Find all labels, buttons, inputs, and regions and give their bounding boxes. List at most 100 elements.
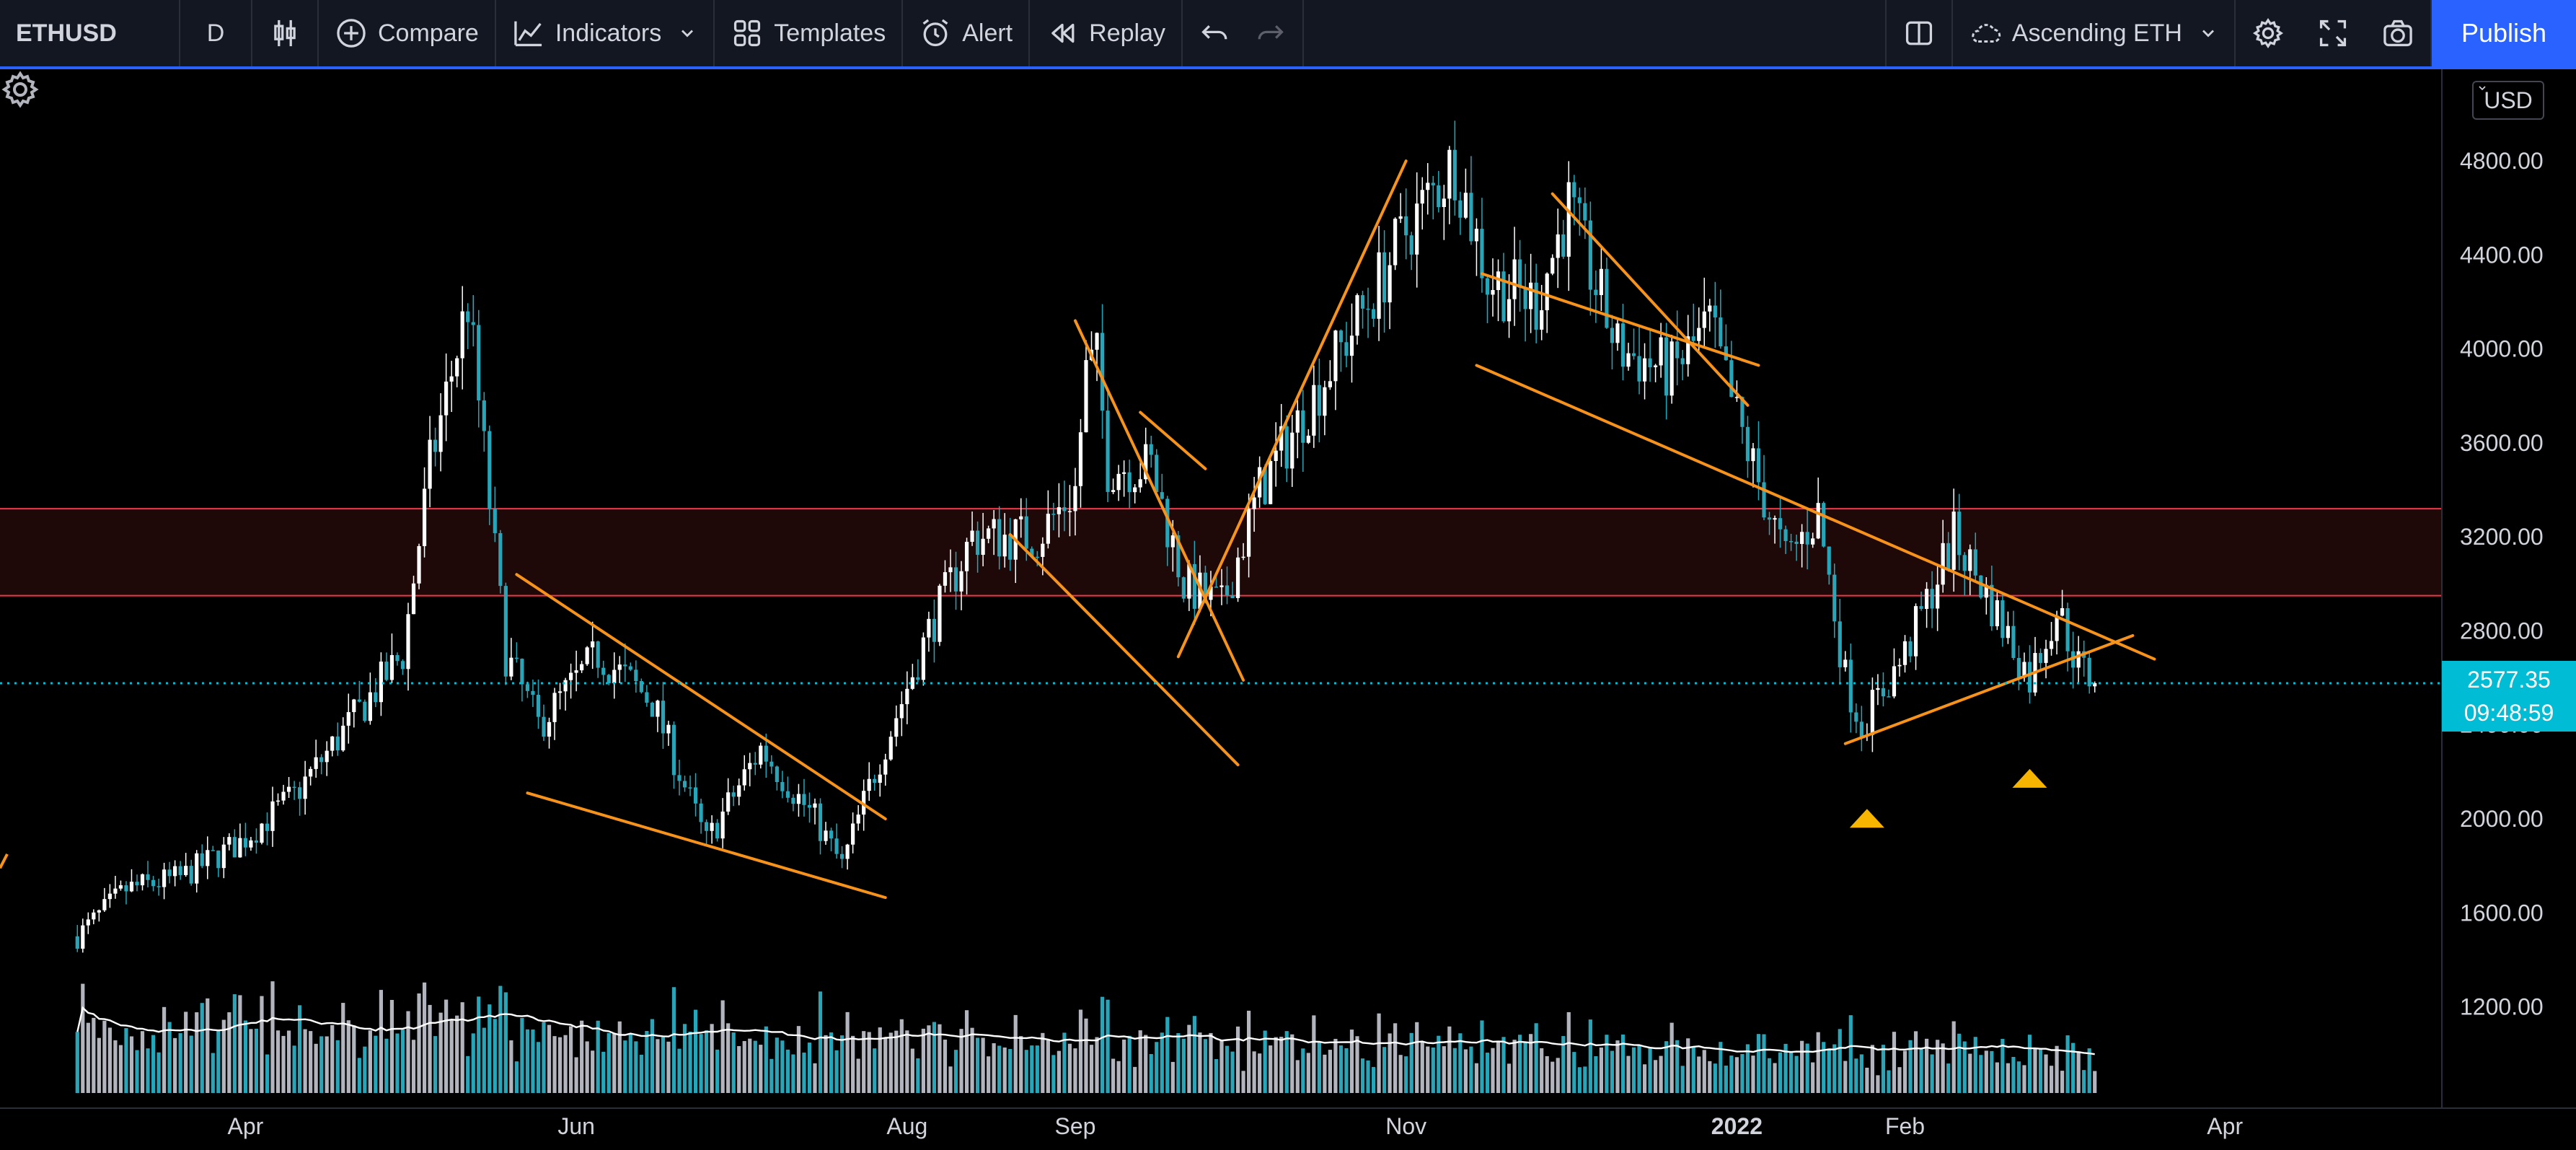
candle-body	[1019, 516, 1023, 519]
volume-bar	[232, 994, 237, 1093]
replay-button[interactable]: Replay	[1030, 0, 1183, 66]
candle-body	[118, 885, 123, 889]
templates-button[interactable]: Templates	[715, 0, 904, 66]
volume-bar	[520, 1017, 524, 1093]
interval-button[interactable]: D	[180, 0, 252, 66]
volume-bar	[1654, 1060, 1658, 1093]
publish-button[interactable]: Publish	[2432, 0, 2576, 66]
candle-body	[1377, 252, 1381, 319]
volume-bar	[162, 1006, 167, 1093]
layout-select-button[interactable]	[1884, 0, 1953, 66]
candle-body	[1588, 220, 1592, 290]
volume-bar	[927, 1025, 931, 1093]
volume-bar	[1876, 1075, 1880, 1093]
candle-body	[417, 545, 421, 584]
chevron-down-icon	[2479, 86, 2486, 91]
redo-button[interactable]	[1238, 0, 1304, 66]
candle-body	[389, 655, 394, 680]
candle-body	[601, 667, 606, 675]
candle-body	[1116, 473, 1121, 491]
fullscreen-button[interactable]	[2301, 0, 2365, 66]
candle-body	[1551, 258, 1555, 274]
price-chart[interactable]: 4800.00 4400.00 4000.00 3600.00 3200.00 2800.…	[0, 69, 2576, 1150]
volume-bar	[1675, 1040, 1680, 1093]
indicators-button[interactable]: Indicators	[496, 0, 715, 66]
chart-pane[interactable]: 4800.00 4400.00 4000.00 3600.00 3200.00 2800.…	[0, 69, 2576, 1150]
candle-body	[178, 866, 182, 875]
time-tick-label: Apr	[228, 1113, 264, 1139]
volume-bar	[1133, 1066, 1137, 1093]
volume-bar	[1719, 1042, 1723, 1093]
candle-body	[834, 838, 839, 854]
volume-bar	[1583, 1066, 1587, 1093]
volume-bar	[726, 1023, 731, 1093]
candle-body	[742, 769, 746, 786]
chart-settings-gear-icon[interactable]	[0, 69, 40, 110]
volume-bar	[1887, 1070, 1891, 1093]
volume-bar	[357, 1058, 361, 1093]
volume-bar	[2049, 1066, 2054, 1093]
candle-body	[1371, 309, 1376, 319]
candle-body	[1127, 472, 1132, 493]
volume-bar	[699, 1034, 703, 1093]
volume-bar	[737, 1045, 741, 1093]
candle-body	[1512, 259, 1517, 299]
time-tick-label: Jun	[557, 1113, 595, 1139]
trendline	[1073, 319, 1245, 682]
alert-button[interactable]: Alert	[903, 0, 1031, 66]
candle-body	[1458, 200, 1463, 218]
snapshot-button[interactable]	[2365, 0, 2432, 66]
candle-body	[840, 853, 844, 859]
candle-body	[1328, 381, 1332, 387]
volume-bar	[585, 1041, 589, 1093]
candle-body	[948, 567, 953, 573]
volume-bar	[97, 1037, 101, 1093]
candle-body	[959, 571, 963, 592]
layout-name-button[interactable]: Ascending ETH	[1953, 0, 2236, 66]
candle-body	[699, 803, 703, 822]
candle-body	[953, 567, 958, 592]
chart-type-button[interactable]	[252, 0, 319, 66]
currency-select[interactable]: USD	[2472, 81, 2544, 120]
volume-bar	[216, 1030, 221, 1093]
candle-body	[710, 822, 714, 831]
volume-bar	[1263, 1030, 1267, 1093]
candle-body	[433, 439, 438, 452]
volume-bar	[325, 1036, 329, 1093]
volume-bar	[1160, 1032, 1164, 1093]
volume-bar	[1344, 1048, 1349, 1093]
candle-body	[2016, 657, 2021, 678]
candle-body	[1556, 234, 1560, 258]
volume-bar	[905, 1030, 909, 1093]
volume-bar	[1415, 1022, 1419, 1093]
candle-body	[189, 866, 193, 884]
candles-icon	[274, 19, 296, 47]
volume-bar	[1388, 1033, 1392, 1093]
candle-body	[1745, 426, 1750, 462]
undo-button[interactable]	[1183, 0, 1238, 66]
symbol-search-button[interactable]: ETHUSD	[0, 0, 180, 66]
volume-bar	[1002, 1047, 1007, 1093]
volume-bar	[1404, 1056, 1408, 1093]
candle-body	[807, 804, 812, 808]
compare-button[interactable]: Compare	[319, 0, 496, 66]
candle-body	[878, 774, 882, 784]
redo-icon	[1258, 25, 1284, 40]
candle-body	[1360, 295, 1365, 309]
volume-bar	[1442, 1046, 1446, 1093]
volume-bar	[1225, 1045, 1230, 1093]
volume-bar	[552, 1036, 557, 1093]
volume-bar	[1046, 1040, 1050, 1093]
settings-button[interactable]	[2236, 0, 2301, 66]
candle-body	[422, 488, 427, 546]
volume-bar	[75, 1032, 79, 1093]
candle-body	[243, 838, 247, 848]
volume-bar	[1377, 1013, 1381, 1093]
candle-body	[238, 838, 242, 858]
time-tick-label: Aug	[886, 1113, 927, 1139]
candle-body	[466, 311, 470, 322]
candle-body	[1284, 426, 1289, 469]
candle-body	[916, 677, 920, 680]
candle-body	[791, 797, 795, 804]
volume-bar	[851, 1035, 855, 1093]
